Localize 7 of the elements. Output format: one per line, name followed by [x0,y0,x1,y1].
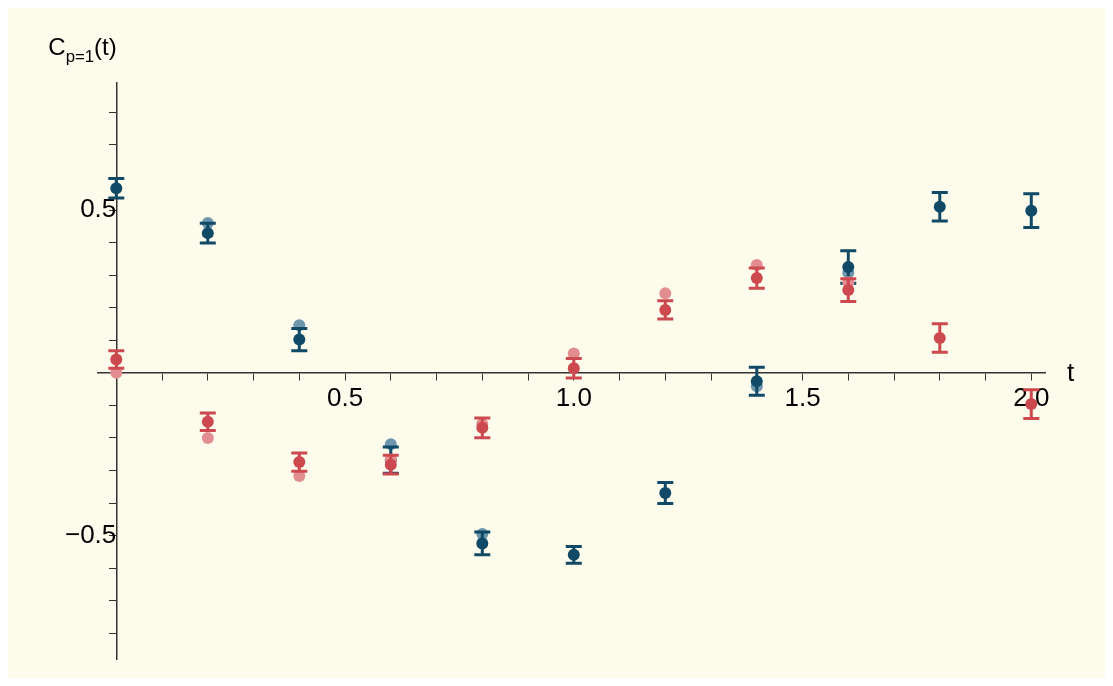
x-tick-label: 1.0 [555,381,592,412]
point [201,431,214,444]
x-axis-title: t [1067,356,1075,387]
y-tick-label: −0.5 [64,518,117,549]
x-tick-label: 1.5 [784,381,821,412]
x-tick-label: 0.5 [326,381,364,412]
point [659,287,672,300]
